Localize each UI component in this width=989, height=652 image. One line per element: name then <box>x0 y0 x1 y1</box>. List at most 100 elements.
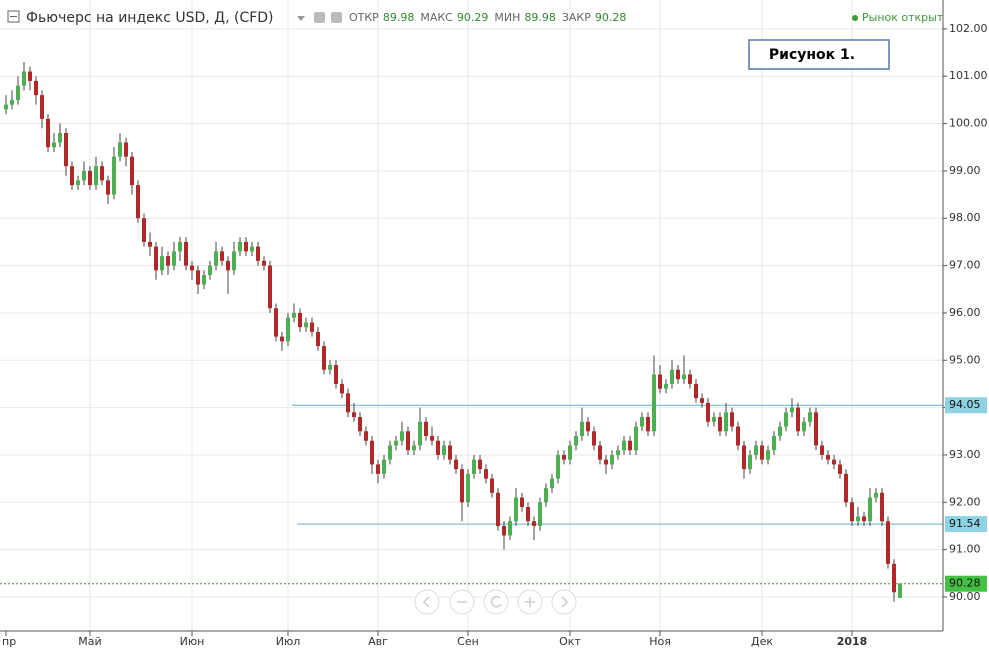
candle-body <box>136 185 140 219</box>
candle-body <box>724 412 728 432</box>
candle-body <box>100 166 104 181</box>
candle-body <box>526 507 530 522</box>
candle-body <box>718 417 722 432</box>
plot <box>0 62 943 602</box>
candle-body <box>304 322 308 328</box>
candle-body <box>754 445 758 455</box>
x-tick-label: Авг <box>368 635 388 648</box>
candle-body <box>238 241 242 252</box>
candle-body <box>430 436 434 441</box>
candle-body <box>532 521 536 526</box>
candle-body <box>664 383 668 389</box>
candle-body <box>898 583 902 598</box>
price-level-label: 90.28 <box>949 577 981 590</box>
candle-body <box>40 95 44 119</box>
candle-body <box>634 426 638 451</box>
x-tick-label: Май <box>78 635 101 648</box>
candle-body <box>508 521 512 536</box>
candle-body <box>106 180 110 195</box>
candle-body <box>178 241 182 252</box>
candle-body <box>766 450 770 460</box>
candle-body <box>484 469 488 479</box>
candle-body <box>94 166 98 186</box>
candle-body <box>652 374 656 432</box>
candle-body <box>88 170 92 186</box>
dropdown-arrow[interactable] <box>297 16 305 21</box>
candle-body <box>472 459 476 474</box>
left-icon <box>422 596 430 608</box>
close-value: 90.28 <box>595 11 627 24</box>
x-tick-label: Июн <box>180 635 205 648</box>
candle-body <box>658 374 662 389</box>
candle-body <box>166 256 170 266</box>
candle-body <box>190 265 194 271</box>
candle-body <box>142 218 146 242</box>
candle-body <box>10 99 14 105</box>
candle-body <box>340 383 344 394</box>
scroll-left-button[interactable] <box>414 589 440 615</box>
y-tick-label: 98.00 <box>949 211 981 224</box>
candle-body <box>868 497 872 522</box>
candle-body <box>736 426 740 446</box>
y-tick-label: 95.00 <box>949 353 981 366</box>
candle-body <box>832 459 836 465</box>
candle-body <box>814 412 818 446</box>
candle-body <box>262 260 266 266</box>
candle-body <box>628 440 632 451</box>
candle-body <box>298 312 302 328</box>
candle-body <box>148 241 152 247</box>
low-value: 89.98 <box>524 11 556 24</box>
high-value: 90.29 <box>457 11 489 24</box>
candle-body <box>670 369 674 384</box>
candle-body <box>520 497 524 508</box>
reset-button[interactable] <box>483 589 509 615</box>
candle-body <box>622 440 626 451</box>
candle-body <box>820 445 824 455</box>
candle-body <box>208 265 212 276</box>
candle-body <box>826 454 830 460</box>
collapse-icon[interactable] <box>7 10 20 23</box>
candle-body <box>82 170 86 181</box>
candle-body <box>328 364 332 370</box>
candle-body <box>364 431 368 441</box>
market-status: Рынок открыт <box>862 11 944 24</box>
scroll-right-button[interactable] <box>551 589 577 615</box>
candle-body <box>376 464 380 474</box>
y-tick-label: 93.00 <box>949 448 981 461</box>
candle-body <box>448 445 452 460</box>
candle-body <box>466 473 470 503</box>
candle-body <box>850 502 854 522</box>
candle-body <box>550 478 554 489</box>
candle-body <box>796 407 800 432</box>
candle-body <box>118 142 122 157</box>
candle-body <box>406 431 410 451</box>
chart-title: Фьючерс на индекс USD, Д, (CFD) <box>26 10 274 26</box>
candle-body <box>268 265 272 309</box>
candle-body <box>196 270 200 285</box>
close-label: ЗАКР <box>562 11 591 24</box>
candle-body <box>256 246 260 261</box>
high-label: МАКС <box>420 11 453 24</box>
candle-body <box>844 473 848 503</box>
candle-body <box>496 492 500 526</box>
candle-body <box>424 421 428 437</box>
candle-body <box>388 445 392 460</box>
candle-body <box>382 459 386 474</box>
compare-icon[interactable] <box>331 12 342 23</box>
candle-body <box>418 421 422 446</box>
candle-body <box>286 317 290 342</box>
candle-body <box>712 417 716 422</box>
y-tick-label: 92.00 <box>949 495 981 508</box>
candle-body <box>52 142 56 148</box>
plus-icon <box>525 597 535 607</box>
candle-body <box>586 421 590 432</box>
candle-body <box>610 454 614 465</box>
settings-icon[interactable] <box>314 12 325 23</box>
candle-body <box>874 492 878 498</box>
reset-icon <box>490 595 502 608</box>
candle-body <box>202 275 206 285</box>
candle-body <box>808 412 812 422</box>
candle-body <box>646 417 650 432</box>
candle-body <box>124 142 128 157</box>
